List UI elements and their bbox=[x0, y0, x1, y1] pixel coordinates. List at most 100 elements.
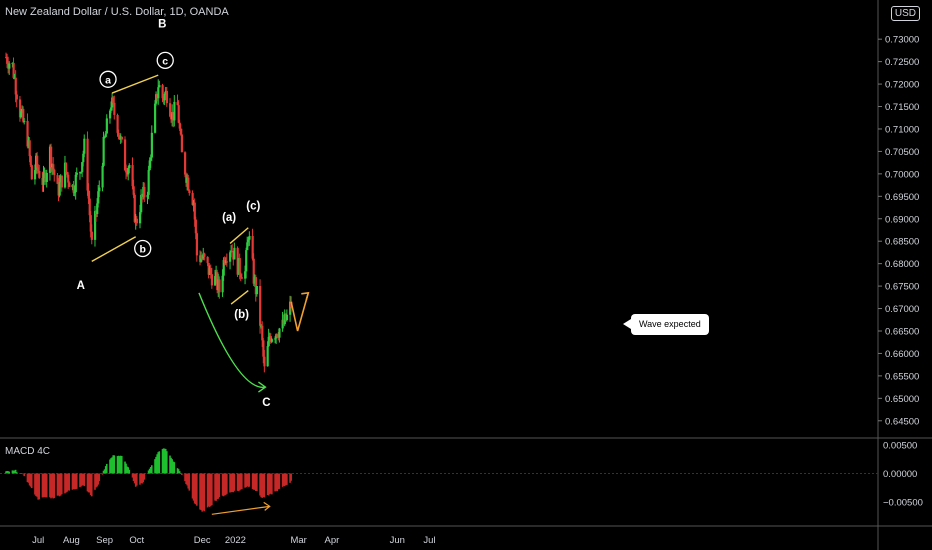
candle-body bbox=[203, 253, 206, 257]
candle-body bbox=[56, 175, 59, 184]
candle-body bbox=[104, 133, 107, 137]
candle-body bbox=[18, 99, 22, 118]
macd-bar bbox=[171, 459, 173, 474]
candle-body bbox=[28, 140, 31, 157]
candle-body bbox=[8, 63, 11, 69]
time-tick-label: Mar bbox=[290, 535, 306, 546]
macd-bar bbox=[226, 473, 228, 494]
macd-bar bbox=[173, 462, 176, 474]
candle-body bbox=[163, 93, 166, 101]
macd-bar bbox=[158, 451, 161, 474]
macd-axis[interactable]: 0.00500 0.00000 −0.00500 bbox=[883, 441, 923, 509]
macd-bar bbox=[278, 473, 281, 489]
macd-bar bbox=[209, 473, 212, 506]
macd-bar bbox=[90, 473, 93, 497]
candle-body bbox=[26, 120, 29, 147]
macd-bar bbox=[87, 473, 90, 493]
price-tick-label: 0.68500 bbox=[885, 237, 919, 248]
macd-bar bbox=[113, 455, 116, 474]
candle-body bbox=[274, 338, 277, 340]
curved-arrow-head bbox=[258, 381, 267, 393]
candle-body bbox=[143, 186, 146, 198]
wave-label-A: A bbox=[77, 280, 85, 292]
candle-body bbox=[37, 167, 40, 172]
macd-bar bbox=[88, 473, 91, 493]
candle-body bbox=[63, 162, 67, 188]
macd-indicator-title[interactable]: MACD 4C bbox=[5, 446, 51, 457]
macd-bar bbox=[21, 473, 23, 474]
macd-bar bbox=[271, 473, 273, 495]
price-tick-label: 0.70000 bbox=[885, 169, 919, 180]
candle-body bbox=[173, 101, 176, 121]
candle-body bbox=[88, 198, 91, 216]
wave-label-b: b bbox=[140, 243, 146, 255]
wave-label-a: a bbox=[105, 74, 111, 86]
macd-bar bbox=[27, 473, 30, 483]
macd-bar bbox=[127, 467, 130, 474]
candle-body bbox=[285, 314, 289, 321]
macd-bar bbox=[37, 473, 39, 500]
macd-bar bbox=[207, 473, 210, 507]
macd-bar bbox=[118, 456, 121, 474]
candle-body bbox=[36, 155, 39, 168]
candle-body bbox=[254, 277, 257, 295]
macd-bar bbox=[192, 473, 195, 501]
macd-bar bbox=[236, 473, 239, 491]
price-tick-label: 0.66000 bbox=[885, 349, 919, 360]
candle-body bbox=[263, 356, 266, 367]
candle-body bbox=[112, 97, 115, 103]
candle-body bbox=[86, 138, 89, 191]
candle-body bbox=[161, 85, 164, 99]
candle-body bbox=[221, 275, 224, 293]
macd-bar bbox=[11, 470, 14, 474]
macd-bar bbox=[126, 466, 128, 474]
macd-bar bbox=[154, 459, 156, 474]
macd-bar bbox=[111, 457, 113, 474]
macd-bar bbox=[246, 473, 248, 487]
channel-upper-line bbox=[111, 74, 159, 94]
candle-body bbox=[214, 276, 217, 286]
wave-label-paren-b: (b) bbox=[234, 309, 249, 321]
macd-bar bbox=[149, 467, 152, 474]
macd-bar bbox=[75, 473, 78, 489]
macd-bar bbox=[277, 473, 280, 490]
candle-body bbox=[229, 252, 232, 262]
candle-body bbox=[117, 132, 120, 136]
price-tick-label: 0.69500 bbox=[885, 192, 919, 203]
macd-bar bbox=[274, 473, 276, 492]
macd-bar bbox=[224, 473, 227, 495]
candle-body bbox=[178, 122, 181, 129]
macd-bar bbox=[142, 473, 145, 483]
macd-bar bbox=[237, 473, 240, 492]
macd-bar bbox=[15, 472, 18, 474]
macd-bar bbox=[230, 473, 232, 493]
candle-body bbox=[193, 202, 196, 220]
macd-bar bbox=[58, 473, 61, 497]
macd-divergence-line bbox=[211, 505, 270, 515]
candle-body bbox=[53, 169, 56, 176]
candle-body bbox=[60, 175, 63, 188]
wave-label-paren-a: (a) bbox=[222, 212, 236, 224]
candle-body bbox=[29, 156, 32, 166]
price-tick-label: 0.69000 bbox=[885, 214, 919, 225]
macd-bar bbox=[169, 455, 171, 474]
candle-body bbox=[74, 174, 77, 193]
macd-bar bbox=[44, 473, 47, 498]
time-axis[interactable]: Jul Aug Sep Oct Dec 2022 Mar Apr Jun Jul bbox=[32, 535, 435, 546]
macd-bar bbox=[133, 473, 136, 484]
currency-button[interactable]: USD bbox=[890, 6, 920, 21]
candle-body bbox=[218, 279, 221, 293]
time-tick-label: Apr bbox=[324, 535, 339, 546]
candle-body bbox=[73, 192, 76, 194]
price-axis[interactable]: 0.73000 0.72500 0.72000 0.71500 0.71000 0.705… bbox=[878, 35, 919, 428]
macd-bar bbox=[71, 473, 74, 490]
macd-bar bbox=[125, 463, 127, 474]
candle-body bbox=[245, 250, 248, 272]
wave-label-B: B bbox=[158, 18, 166, 30]
candle-body bbox=[89, 215, 92, 232]
candle-body bbox=[93, 211, 97, 240]
macd-bar bbox=[64, 473, 66, 494]
macd-bar bbox=[86, 473, 89, 492]
macd-bar bbox=[97, 473, 99, 485]
